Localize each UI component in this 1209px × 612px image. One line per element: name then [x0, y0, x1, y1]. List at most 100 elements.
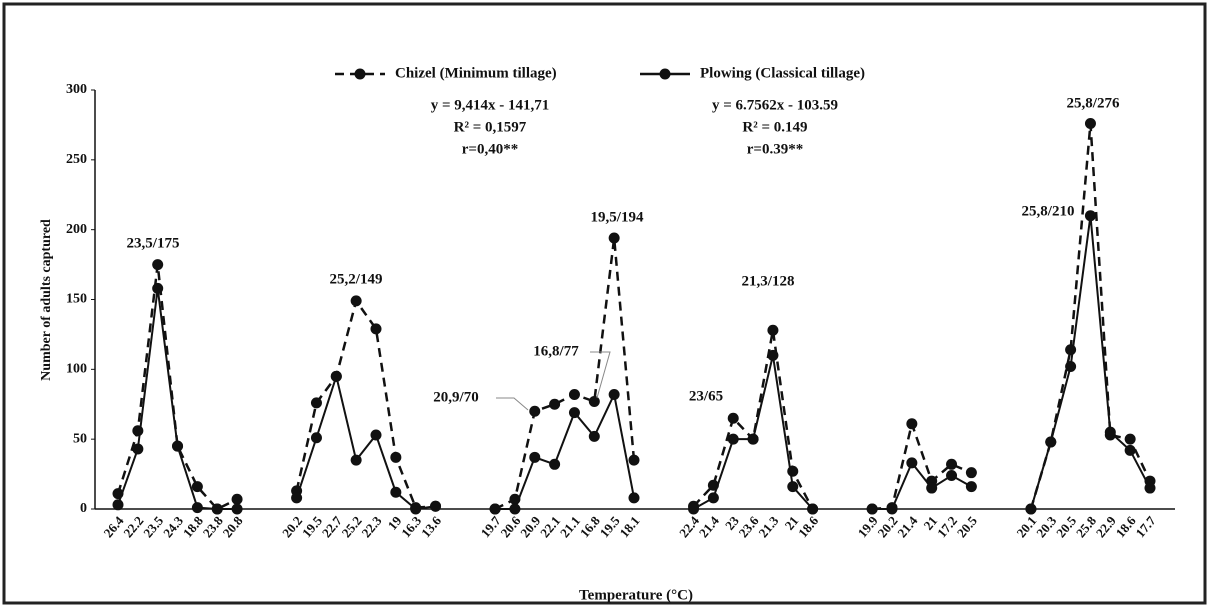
data-point [330, 370, 342, 382]
annotation: 20,9/70 [433, 389, 478, 405]
data-point [628, 454, 640, 466]
data-point [132, 443, 144, 455]
data-point [529, 451, 541, 463]
data-point [549, 398, 561, 410]
data-point [310, 432, 322, 444]
data-point [172, 440, 184, 452]
y-tick-label: 300 [66, 82, 87, 97]
data-point [965, 481, 977, 493]
data-point [211, 503, 223, 515]
leader-line [496, 397, 529, 411]
data-point [1124, 433, 1136, 445]
data-point [965, 467, 977, 479]
leader-line [590, 351, 611, 399]
data-point [588, 395, 600, 407]
data-point [747, 433, 759, 445]
legend-label: Chizel (Minimum tillage) [395, 65, 557, 81]
data-point [707, 492, 719, 504]
data-point [727, 412, 739, 424]
data-point [608, 232, 620, 244]
data-point [727, 433, 739, 445]
data-point [946, 458, 958, 470]
data-point [310, 397, 322, 409]
data-point [489, 503, 501, 515]
x-tick-label: 22.3 [358, 513, 384, 540]
data-point [370, 323, 382, 335]
y-tick-label: 50 [73, 431, 87, 446]
data-point [1065, 344, 1077, 356]
annotation: 23,5/175 [127, 235, 180, 251]
annotation: 16,8/77 [533, 343, 579, 359]
data-point [191, 481, 203, 493]
data-point [509, 503, 521, 515]
equation: r=0,40** [462, 141, 518, 157]
annotation: 23/65 [689, 388, 723, 404]
annotation: 21,3/128 [742, 273, 795, 289]
data-point [132, 425, 144, 437]
y-tick-label: 0 [80, 501, 87, 516]
data-point [1144, 482, 1156, 494]
data-point [1045, 436, 1057, 448]
x-tick-label: 18.6 [795, 513, 821, 540]
data-point [946, 469, 958, 481]
data-point [430, 500, 442, 512]
data-point [688, 503, 700, 515]
equation: y = 9,414x - 141,71 [431, 97, 550, 113]
legend-label: Plowing (Classical tillage) [700, 65, 865, 81]
data-point [231, 503, 243, 515]
legend-marker [354, 68, 366, 80]
y-tick-label: 150 [66, 292, 87, 307]
x-tick-label: 18.1 [616, 513, 642, 540]
equation: r=0.39** [747, 141, 803, 157]
y-tick-label: 100 [66, 362, 87, 377]
data-point [390, 486, 402, 498]
equation: y = 6.7562x - 103.59 [712, 97, 838, 113]
data-point [886, 503, 898, 515]
data-point [1084, 118, 1096, 130]
data-point [1084, 210, 1096, 222]
data-point [1065, 361, 1077, 373]
data-point [350, 454, 362, 466]
legend-marker [659, 68, 671, 80]
data-point [588, 430, 600, 442]
equation: R² = 0.149 [742, 119, 807, 135]
data-point [767, 324, 779, 336]
y-tick-label: 200 [66, 222, 87, 237]
y-axis-label: Number of adults captured [39, 219, 54, 381]
x-tick-label: 21.4 [696, 513, 722, 540]
data-point [787, 481, 799, 493]
data-point [152, 259, 164, 271]
annotation: 25,2/149 [330, 271, 383, 287]
series-line [116, 123, 1152, 511]
data-point [1124, 444, 1136, 456]
data-point [231, 493, 243, 505]
data-point [152, 282, 164, 294]
x-tick-label: 20.5 [954, 513, 980, 540]
annotation: 25,8/210 [1022, 203, 1075, 219]
data-point [906, 457, 918, 469]
data-point [390, 451, 402, 463]
data-point [191, 502, 203, 514]
data-point [568, 388, 580, 400]
data-point [1025, 503, 1037, 515]
data-point [608, 388, 620, 400]
data-point [568, 407, 580, 419]
data-point [866, 503, 878, 515]
data-point [549, 458, 561, 470]
data-point [350, 295, 362, 307]
y-tick-label: 250 [66, 152, 87, 167]
data-point [628, 492, 640, 504]
equation: R² = 0,1597 [454, 119, 527, 135]
data-point [291, 492, 303, 504]
x-tick-label: 21.3 [755, 513, 781, 540]
data-point [1104, 426, 1116, 438]
annotation: 19,5/194 [591, 209, 644, 225]
x-tick-label: 20.8 [220, 513, 246, 540]
data-point [410, 503, 422, 515]
x-tick-label: 13.6 [418, 513, 444, 540]
data-point [767, 349, 779, 361]
x-axis-label: Temperature (°C) [579, 587, 693, 603]
data-point [112, 499, 124, 511]
